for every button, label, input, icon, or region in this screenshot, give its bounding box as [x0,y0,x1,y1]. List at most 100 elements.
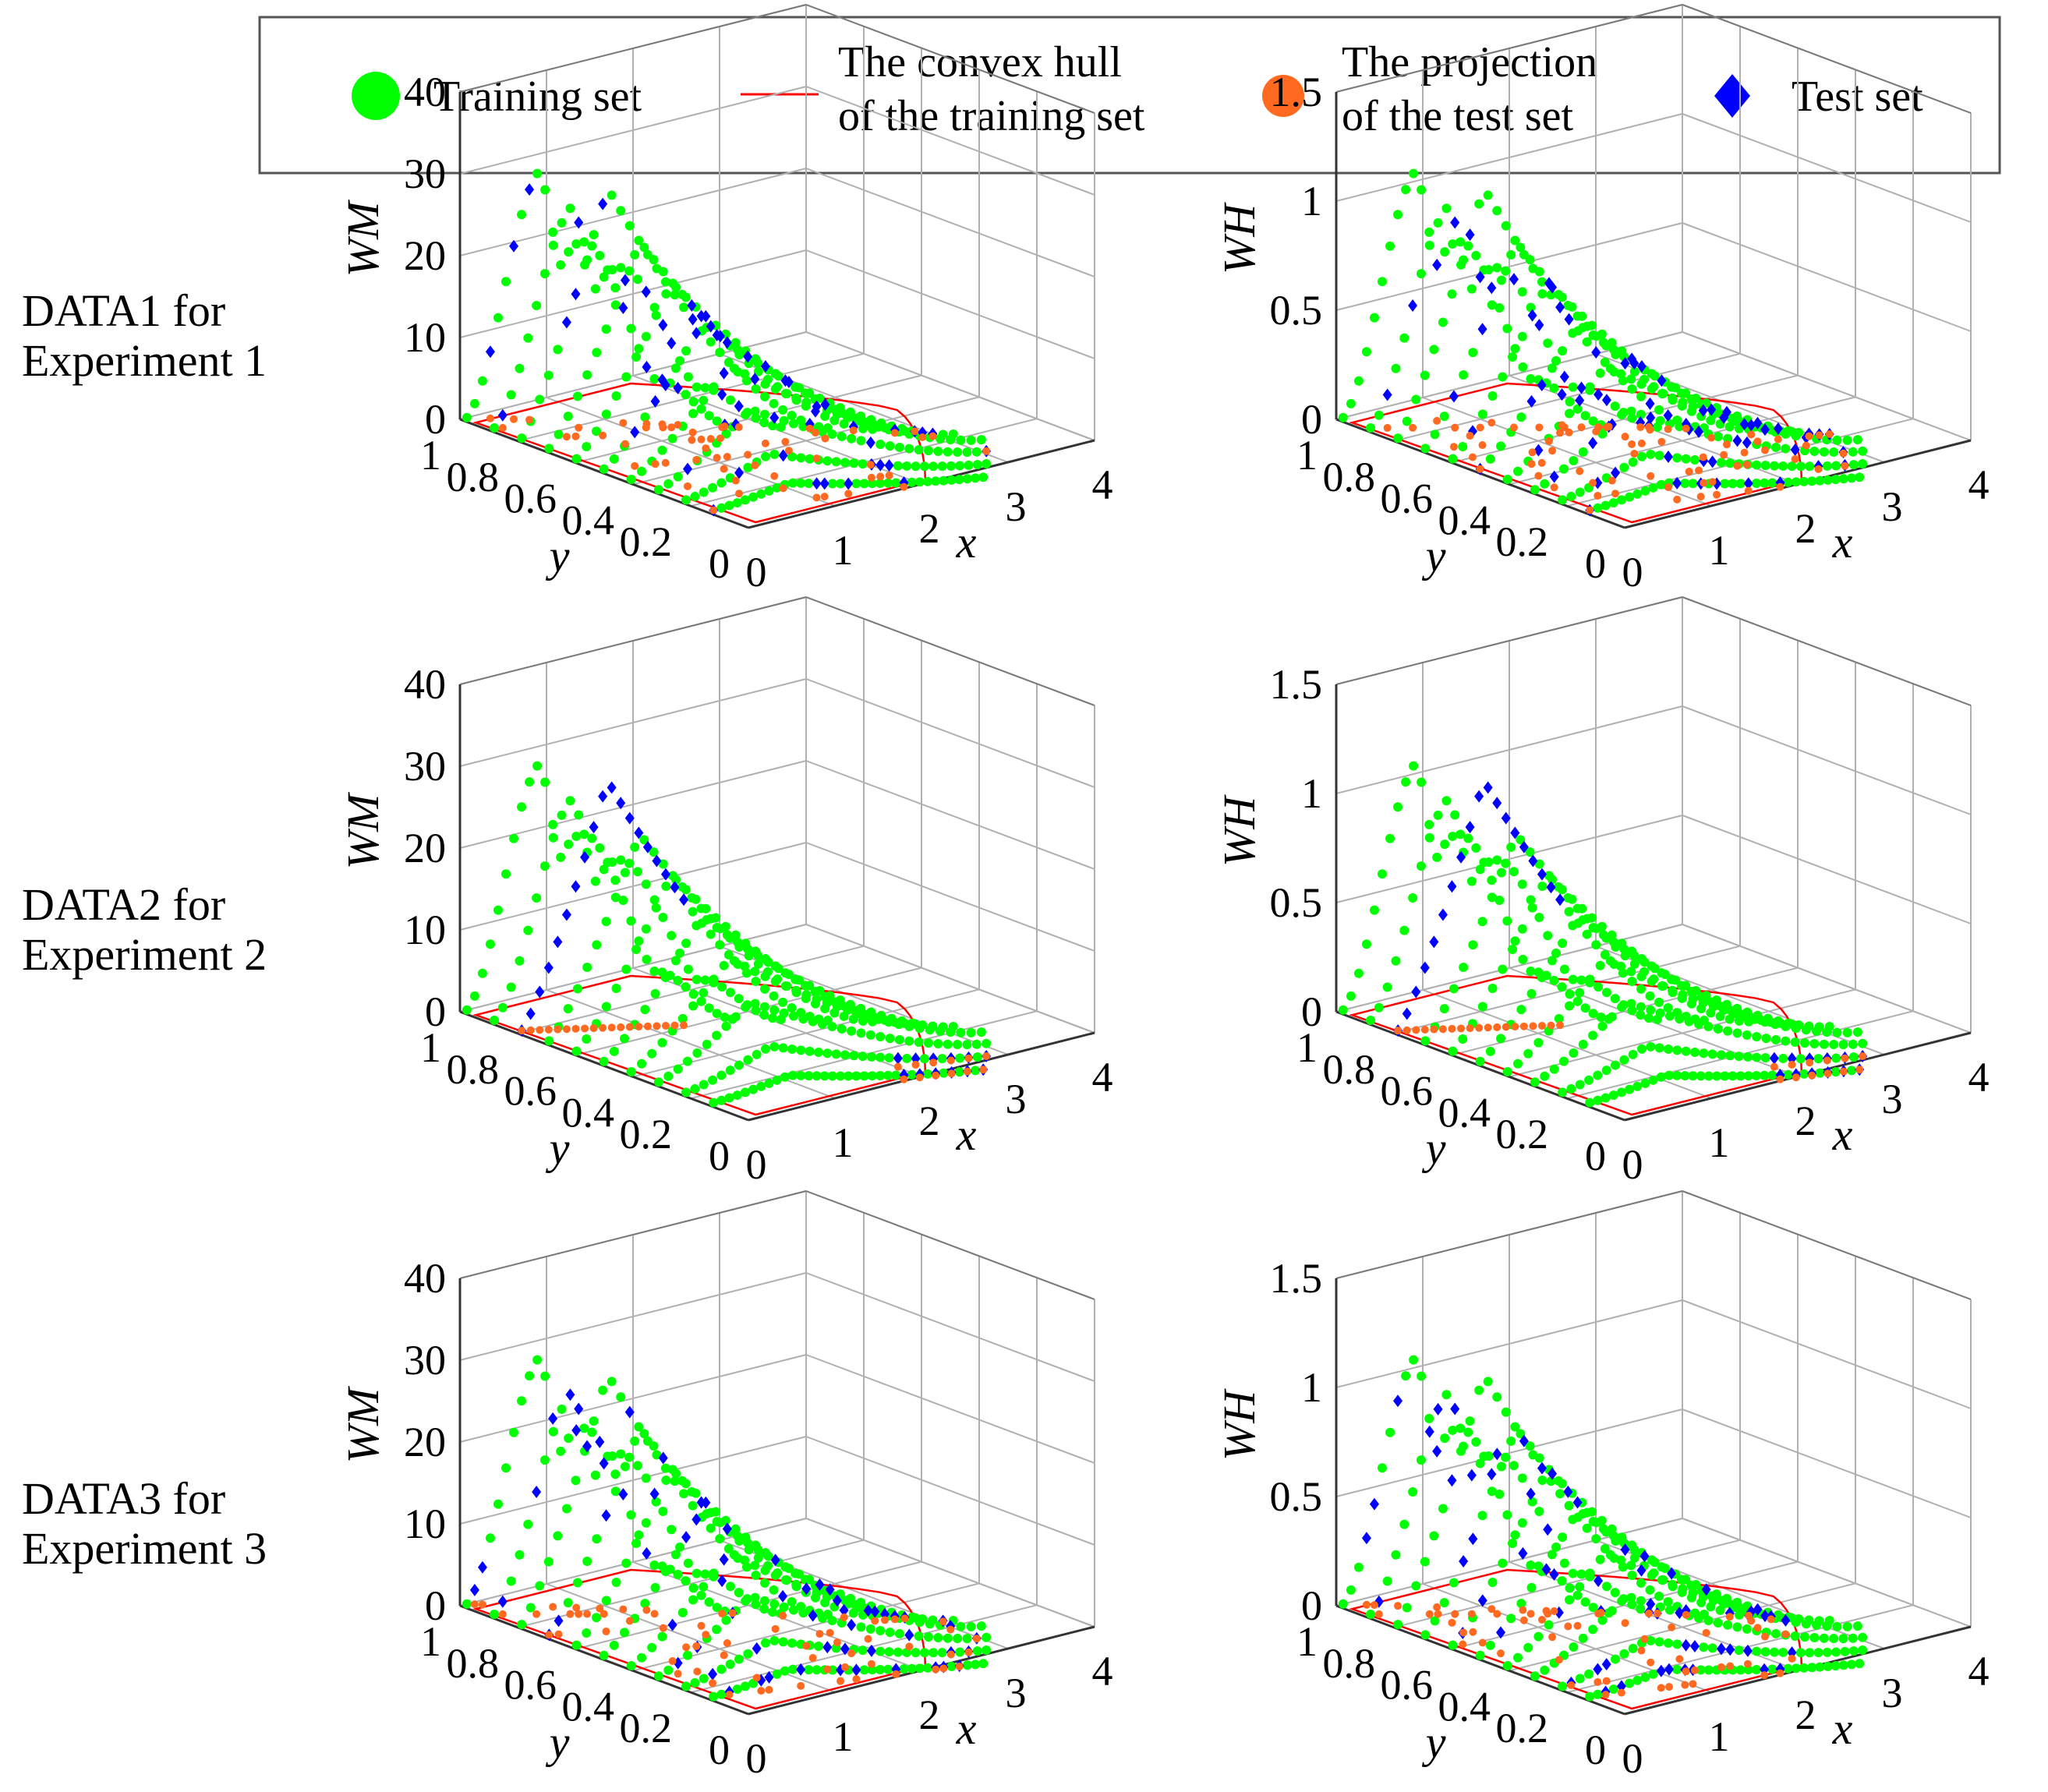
training-point [1558,1532,1568,1543]
training-point [582,1628,592,1638]
training-point [859,1071,869,1081]
training-point [1647,976,1657,986]
training-point [904,1036,914,1046]
test-point [1575,394,1585,407]
training-point [760,379,770,389]
test-point [667,1618,677,1631]
training-point [1420,1557,1430,1567]
training-point [509,1427,519,1437]
training-point [1858,1038,1868,1048]
test-point [497,1595,508,1608]
data-points [1338,1355,1868,1702]
grid-line [805,924,1095,1034]
training-point [1593,1689,1603,1699]
training-point [1681,454,1691,464]
axes-grid [1335,4,1972,529]
training-point [1742,1052,1753,1062]
training-point [1732,1028,1742,1038]
training-point [501,869,511,879]
projection-point [1394,1602,1402,1610]
training-point [966,435,976,445]
training-point [1424,819,1434,829]
training-point [1566,491,1576,501]
training-point [734,1654,745,1664]
training-point [1516,242,1526,253]
training-point [1585,1568,1595,1578]
training-point [1565,408,1575,419]
test-point [1701,1583,1711,1596]
training-point [1448,1046,1458,1056]
training-point [883,1070,893,1080]
y-tick-label: 0.2 [620,1111,673,1158]
training-point [812,1071,822,1081]
training-point [1588,1624,1598,1635]
training-point [922,1069,932,1079]
training-point [610,1486,621,1497]
training-point [1543,338,1553,348]
training-point [1575,988,1585,998]
projection-point [805,424,814,433]
training-point [1781,444,1791,454]
training-point [1664,1070,1674,1080]
training-point [1402,416,1412,426]
training-point [805,1575,815,1585]
training-point [1487,875,1497,885]
test-point [734,400,744,413]
projection-point [866,461,875,469]
training-point [798,1608,808,1618]
training-point [660,972,670,982]
training-point [1551,355,1562,366]
training-point [1518,362,1528,372]
training-point [462,1599,472,1609]
training-point [768,421,778,431]
test-point [750,373,760,386]
training-point [1608,1684,1618,1695]
projection-point [1695,466,1703,475]
training-point [1430,1616,1440,1626]
projection-point [571,432,580,440]
training-point [805,981,815,991]
x-axis-label: x [956,1109,977,1160]
projection-point [900,482,908,491]
training-point [1626,1592,1636,1603]
training-point [972,460,982,470]
training-point [1512,1652,1523,1663]
projection-point [1839,449,1848,458]
training-point [1801,1025,1811,1035]
training-point [1801,1619,1811,1629]
training-point [688,1583,699,1593]
grid-line [805,1272,1095,1382]
x-tick-label: 1 [833,1119,854,1166]
training-point [711,1507,721,1517]
training-point [1439,1598,1449,1608]
training-point [1729,416,1739,426]
training-point [729,956,739,966]
projection-point [1409,423,1417,432]
projection-point [532,1610,541,1618]
projection-point [812,493,821,502]
test-point [904,1628,914,1642]
training-point [657,1037,667,1048]
training-point [768,1013,778,1023]
training-point [1632,1081,1643,1091]
training-point [875,1071,885,1081]
training-point [1501,266,1511,276]
training-point [636,1059,646,1069]
training-point [1377,869,1387,879]
training-point [506,982,516,992]
training-point [732,937,742,947]
test-point [642,1546,652,1560]
training-point [954,475,964,485]
training-point [544,444,554,454]
training-point [788,1011,798,1021]
training-point [1743,1071,1753,1081]
training-point [647,1642,657,1652]
training-point [1640,1078,1650,1088]
training-point [919,1648,929,1658]
training-point [679,1489,689,1499]
training-point [1646,1005,1656,1015]
projection-point [566,1610,575,1618]
legend-box [258,16,2001,175]
training-point [914,1037,924,1047]
